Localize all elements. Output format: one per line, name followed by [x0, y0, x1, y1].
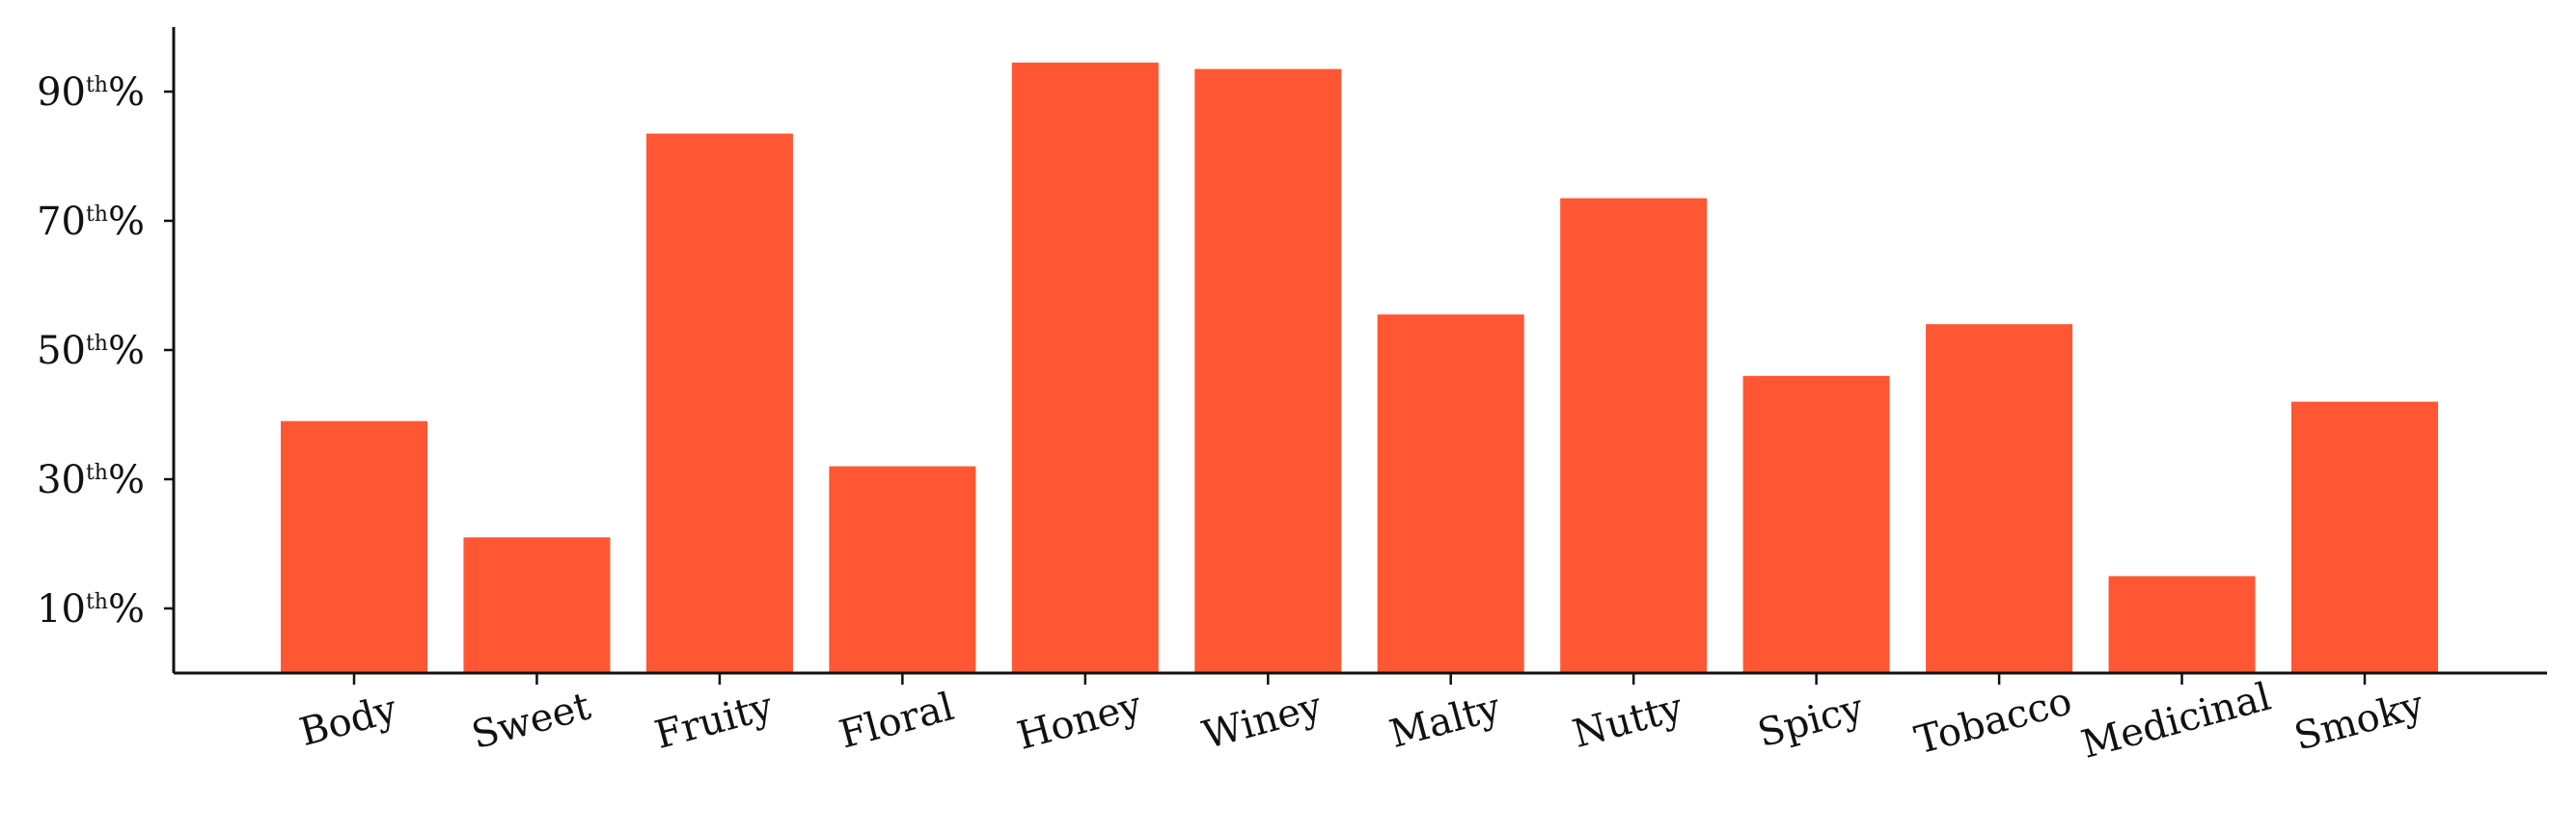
y-tick-label: 70th%	[37, 200, 145, 244]
x-tick-label-smoky: Smoky	[2289, 683, 2428, 760]
y-tick-label: 10th%	[37, 587, 145, 632]
y-tick-suffix: %	[108, 587, 145, 632]
y-tick-superscript: th	[86, 202, 108, 227]
y-tick-superscript: th	[86, 590, 108, 614]
y-tick-suffix: %	[108, 70, 145, 115]
x-tick-label-malty: Malty	[1385, 685, 1506, 757]
y-axis-ticks: 10th%30th%50th%70th%90th%	[37, 70, 174, 632]
bar-spicy	[1742, 375, 1890, 673]
x-tick-label-medicinal: Medicinal	[2077, 675, 2276, 768]
y-tick-label: 90th%	[37, 70, 145, 115]
bar-nutty	[1560, 198, 1708, 674]
bar-medicinal	[2108, 576, 2256, 673]
y-tick-superscript: th	[86, 73, 108, 97]
x-tick-label-body: Body	[295, 687, 402, 755]
bar-floral	[829, 466, 976, 673]
bar-sweet	[463, 537, 611, 673]
bar-tobacco	[1926, 324, 2073, 673]
y-tick-suffix: %	[108, 200, 145, 244]
x-tick-label-fruity: Fruity	[650, 684, 778, 758]
bars-group	[281, 62, 2438, 674]
y-tick-number: 90	[37, 70, 86, 115]
x-tick-label-spicy: Spicy	[1753, 686, 1868, 756]
x-tick-label-tobacco: Tobacco	[1910, 679, 2076, 763]
y-tick-number: 50	[37, 329, 86, 373]
bar-malty	[1377, 314, 1524, 673]
y-tick-superscript: th	[86, 461, 108, 485]
y-tick-number: 30	[37, 458, 86, 502]
x-tick-label-floral: Floral	[835, 685, 958, 758]
bar-smoky	[2291, 401, 2438, 673]
bar-fruity	[645, 133, 793, 674]
x-axis-ticks: Body Sweet Fruity Floral Honey Winey Malty Nutt…	[295, 673, 2428, 768]
y-tick-suffix: %	[108, 329, 145, 373]
bar-honey	[1011, 62, 1159, 674]
y-tick-number: 10	[37, 587, 86, 632]
y-tick-label: 50th%	[37, 329, 145, 373]
y-tick-suffix: %	[108, 458, 145, 502]
x-tick-label-nutty: Nutty	[1568, 686, 1687, 757]
x-tick-label-honey: Honey	[1013, 684, 1147, 759]
x-tick-label-sweet: Sweet	[467, 684, 595, 758]
bar-winey	[1194, 68, 1342, 674]
y-tick-number: 70	[37, 200, 86, 244]
x-tick-label-winey: Winey	[1198, 684, 1327, 758]
y-tick-label: 30th%	[37, 458, 145, 502]
y-tick-superscript: th	[86, 332, 108, 356]
bar-body	[281, 420, 427, 673]
